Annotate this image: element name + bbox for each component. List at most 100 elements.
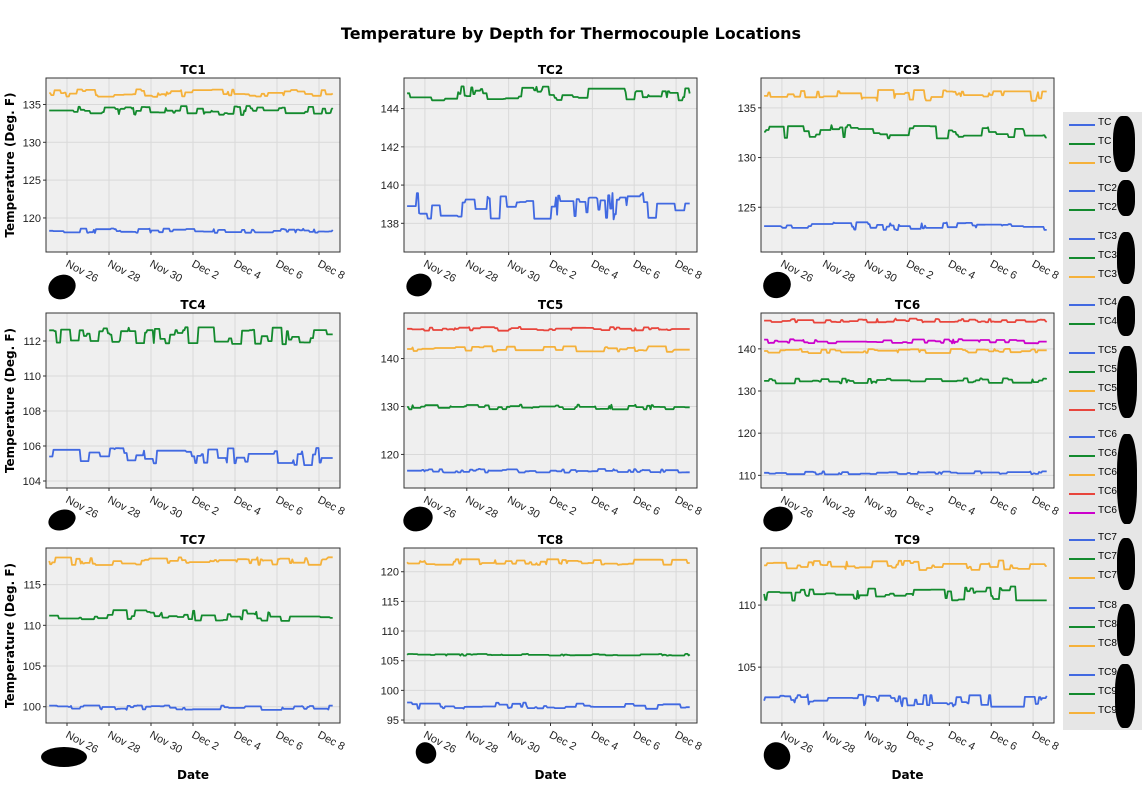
- legend-swatch: [1069, 124, 1095, 126]
- x-tick-label: Nov 30: [862, 494, 898, 521]
- y-tick-label: 108: [23, 406, 41, 418]
- legend-swatch: [1069, 436, 1095, 438]
- y-axis-label: Temperature (Deg. F): [3, 563, 17, 708]
- redaction-mark: [1115, 664, 1135, 728]
- x-tick-label: Dec 8: [316, 494, 347, 518]
- y-tick-label: 110: [738, 600, 756, 612]
- panel-title: TC8: [538, 533, 563, 547]
- legend-entry: TC3: [1069, 231, 1142, 247]
- legend-swatch: [1069, 693, 1095, 695]
- x-tick-label: Dec 6: [988, 729, 1019, 753]
- legend-swatch: [1069, 512, 1095, 514]
- legend-entry: TC: [1069, 136, 1142, 152]
- x-tick-label: Dec 8: [673, 729, 704, 753]
- y-tick-label: 100: [381, 685, 399, 697]
- legend-label: TC9: [1098, 686, 1117, 697]
- x-tick-label: Dec 4: [232, 494, 263, 518]
- redaction-mark: [1117, 346, 1137, 418]
- legend-entry: TC6: [1069, 505, 1142, 521]
- x-tick-label: Dec 6: [631, 494, 662, 518]
- legend-entry: TC7: [1069, 532, 1142, 548]
- legend-swatch: [1069, 493, 1095, 495]
- series-line-blue: [764, 221, 1047, 232]
- y-axis-label: Temperature (Deg. F): [3, 328, 17, 473]
- legend-swatch: [1069, 607, 1095, 609]
- legend-label: TC7: [1098, 532, 1117, 543]
- series-line-orange: [764, 347, 1047, 355]
- legend-entry: TC4: [1069, 316, 1142, 332]
- legend-swatch: [1069, 626, 1095, 628]
- x-tick-label: Nov 28: [463, 258, 499, 285]
- series-line-orange: [406, 558, 690, 566]
- x-tick-label: Nov 30: [505, 258, 541, 285]
- y-tick-label: 140: [381, 180, 399, 192]
- x-tick-label: Dec 2: [547, 494, 578, 518]
- legend-label: TC8: [1098, 638, 1117, 649]
- y-tick-label: 120: [23, 213, 41, 225]
- legend-label: TC6: [1098, 486, 1117, 497]
- legend-swatch: [1069, 712, 1095, 714]
- legend-swatch: [1069, 352, 1095, 354]
- legend-entry: TC7: [1069, 551, 1142, 567]
- y-tick-label: 115: [23, 580, 41, 592]
- x-tick-label: Nov 28: [106, 258, 142, 285]
- legend-swatch: [1069, 304, 1095, 306]
- y-tick-label: 120: [381, 567, 399, 579]
- x-tick-label: Dec 6: [631, 258, 662, 282]
- x-tick-label: Dec 4: [946, 494, 977, 518]
- x-tick-label: Dec 2: [547, 258, 578, 282]
- legend-swatch: [1069, 674, 1095, 676]
- legend-swatch: [1069, 143, 1095, 145]
- x-tick-label: Nov 30: [505, 729, 541, 756]
- legend-label: TC7: [1098, 551, 1117, 562]
- y-tick-label: 140: [381, 354, 399, 366]
- legend-entry: TC3: [1069, 269, 1142, 285]
- legend-swatch: [1069, 577, 1095, 579]
- legend-swatch: [1069, 162, 1095, 164]
- x-tick-label: Dec 2: [190, 494, 221, 518]
- y-axis-label: Temperature (Deg. F): [3, 92, 17, 237]
- legend-label: TC5: [1098, 402, 1117, 413]
- x-tick-label: Dec 8: [316, 258, 347, 282]
- series-line-green: [763, 585, 1047, 602]
- legend-label: TC: [1098, 117, 1112, 128]
- series-line-blue: [49, 227, 334, 234]
- legend-entry: TC6: [1069, 429, 1142, 445]
- x-tick-label: Nov 28: [463, 729, 499, 756]
- legend-label: TC3: [1098, 231, 1117, 242]
- figure-title: Temperature by Depth for Thermocouple Lo…: [340, 24, 802, 43]
- legend-label: TC3: [1098, 269, 1117, 280]
- legend-swatch: [1069, 455, 1095, 457]
- series-line-blue: [763, 693, 1048, 708]
- series-line-orange: [49, 88, 334, 98]
- series-line-green: [407, 403, 690, 411]
- x-tick-label: Nov 28: [106, 494, 142, 521]
- x-tick-label: Dec 4: [946, 258, 977, 282]
- legend-entry: TC4: [1069, 297, 1142, 313]
- x-tick-label: Dec 6: [631, 729, 662, 753]
- series-line-green: [764, 377, 1048, 385]
- legend-label: TC6: [1098, 467, 1117, 478]
- x-tick-label: Nov 28: [463, 494, 499, 521]
- y-tick-label: 130: [738, 153, 756, 165]
- panel-title: TC6: [895, 298, 920, 312]
- x-tick-label: Nov 30: [862, 729, 898, 756]
- x-tick-label: Dec 6: [274, 258, 305, 282]
- legend-swatch: [1069, 209, 1095, 211]
- x-tick-label: Nov 30: [148, 258, 184, 285]
- x-tick-label: Dec 8: [1030, 258, 1060, 282]
- redaction-mark: [1117, 232, 1135, 284]
- series-line-green: [49, 326, 333, 346]
- legend-swatch: [1069, 409, 1095, 411]
- panel-title: TC2: [538, 63, 563, 77]
- x-tick-label: Nov 30: [862, 258, 898, 285]
- series-line-orange: [407, 345, 690, 353]
- y-tick-label: 140: [738, 344, 756, 356]
- y-tick-label: 125: [23, 175, 41, 187]
- legend-label: TC7: [1098, 570, 1117, 581]
- legend-label: TC2: [1098, 183, 1117, 194]
- legend-entry: TC5: [1069, 364, 1142, 380]
